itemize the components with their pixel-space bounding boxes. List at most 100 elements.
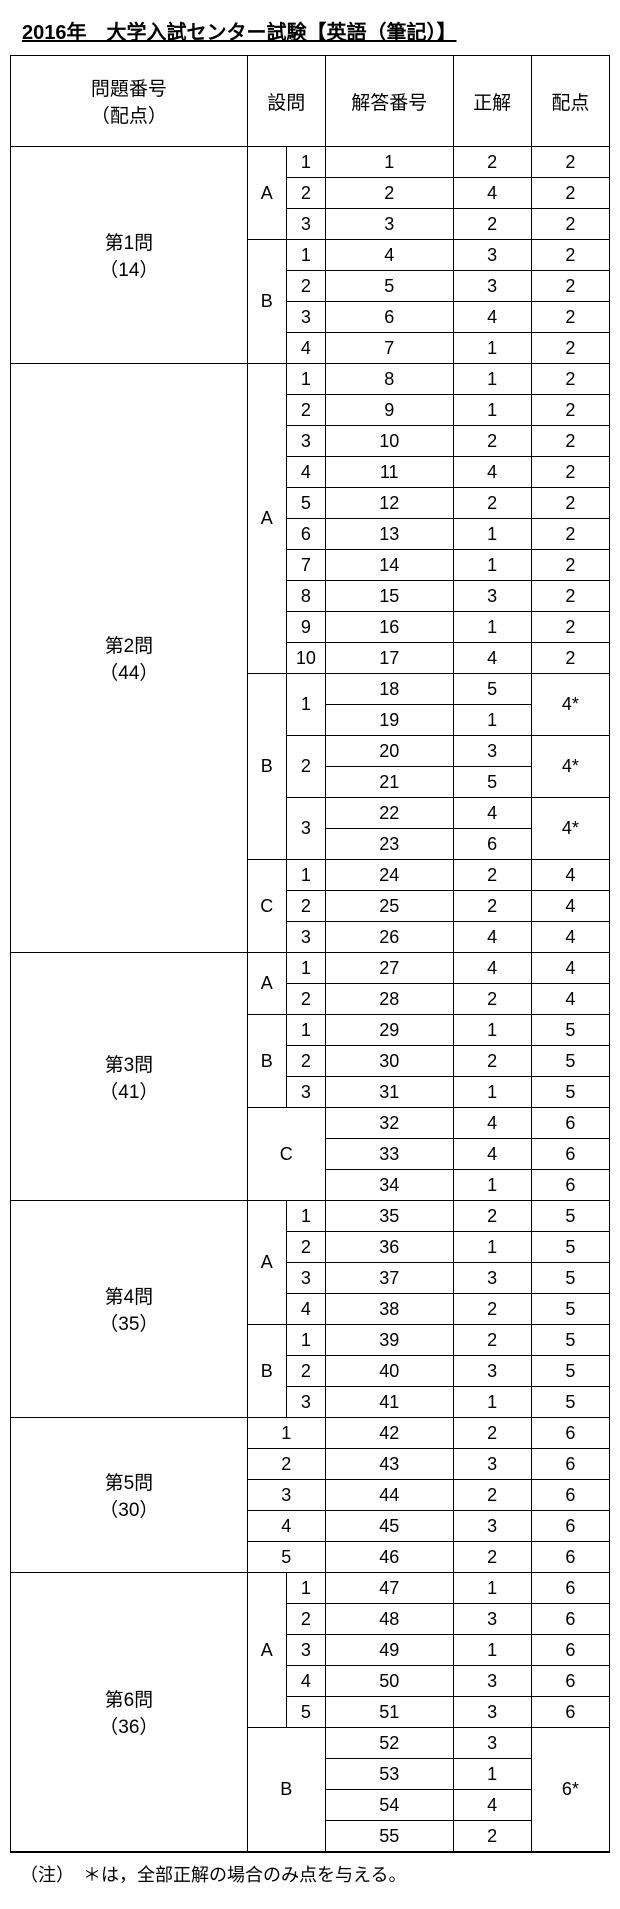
- cell: B: [247, 674, 286, 860]
- cell: 4: [531, 984, 609, 1015]
- cell: 6: [531, 1139, 609, 1170]
- cell: 3: [286, 1077, 325, 1108]
- cell: 38: [325, 1294, 453, 1325]
- cell: C: [247, 860, 286, 953]
- cell: 4*: [531, 736, 609, 798]
- cell: 1: [286, 860, 325, 891]
- cell: 2: [453, 147, 531, 178]
- cell: 1: [286, 364, 325, 395]
- cell: 2: [531, 178, 609, 209]
- cell: 5: [531, 1077, 609, 1108]
- cell: 1: [453, 1573, 531, 1604]
- cell: 4: [531, 953, 609, 984]
- cell: 1: [453, 550, 531, 581]
- cell: 2: [286, 736, 325, 798]
- cell: 3: [286, 302, 325, 333]
- cell: 5: [453, 767, 531, 798]
- cell: 1: [453, 1759, 531, 1790]
- cell: 4: [247, 1511, 325, 1542]
- cell: 2: [531, 364, 609, 395]
- cell: 3: [453, 1511, 531, 1542]
- cell: 2: [453, 891, 531, 922]
- cell: 23: [325, 829, 453, 860]
- cell: 4: [453, 1139, 531, 1170]
- cell: 3: [453, 1356, 531, 1387]
- cell: 4: [325, 240, 453, 271]
- cell: 33: [325, 1139, 453, 1170]
- cell: 49: [325, 1635, 453, 1666]
- cell: 9: [286, 612, 325, 643]
- cell: 28: [325, 984, 453, 1015]
- cell: 1: [286, 1201, 325, 1232]
- cell: 2: [286, 1604, 325, 1635]
- cell: 2: [286, 271, 325, 302]
- cell: A: [247, 147, 286, 240]
- cell: 4*: [531, 798, 609, 860]
- cell: 1: [453, 395, 531, 426]
- cell: C: [247, 1108, 325, 1201]
- cell: 3: [453, 1666, 531, 1697]
- cell: 2: [531, 612, 609, 643]
- cell: 4: [531, 860, 609, 891]
- cell: 5: [531, 1232, 609, 1263]
- cell: 6*: [531, 1728, 609, 1852]
- cell: 2: [286, 395, 325, 426]
- cell: 5: [531, 1294, 609, 1325]
- cell: 2: [531, 550, 609, 581]
- cell: 4: [286, 457, 325, 488]
- cell: 48: [325, 1604, 453, 1635]
- cell: 4: [453, 178, 531, 209]
- cell: 42: [325, 1418, 453, 1449]
- cell: 36: [325, 1232, 453, 1263]
- cell: 2: [453, 1046, 531, 1077]
- cell: 29: [325, 1015, 453, 1046]
- cell: 5: [531, 1015, 609, 1046]
- cell: 2: [531, 240, 609, 271]
- cell: 1: [286, 1015, 325, 1046]
- cell: 2: [531, 581, 609, 612]
- cell: 4: [531, 891, 609, 922]
- cell: 53: [325, 1759, 453, 1790]
- cell: 5: [531, 1356, 609, 1387]
- cell: 8: [325, 364, 453, 395]
- footnote: （注） ＊は，全部正解の場合のみ点を与える。: [10, 1852, 610, 1895]
- cell: 6: [531, 1666, 609, 1697]
- cell: 27: [325, 953, 453, 984]
- cell: 6: [531, 1604, 609, 1635]
- cell: 6: [531, 1542, 609, 1573]
- cell: 4: [453, 798, 531, 829]
- cell: 2: [453, 1294, 531, 1325]
- cell: 10: [286, 643, 325, 674]
- cell: 2: [453, 426, 531, 457]
- cell: 4: [453, 922, 531, 953]
- cell: 3: [453, 581, 531, 612]
- cell: 第4問（35）: [11, 1201, 248, 1418]
- cell: 4: [286, 333, 325, 364]
- cell: 2: [531, 271, 609, 302]
- cell: 6: [286, 519, 325, 550]
- cell: 15: [325, 581, 453, 612]
- cell: 6: [453, 829, 531, 860]
- cell: 45: [325, 1511, 453, 1542]
- cell: 3: [286, 798, 325, 860]
- cell: 8: [286, 581, 325, 612]
- cell: 12: [325, 488, 453, 519]
- cell: A: [247, 953, 286, 1015]
- cell: 第3問（41）: [11, 953, 248, 1201]
- cell: 30: [325, 1046, 453, 1077]
- cell: 1: [453, 1232, 531, 1263]
- cell: 2: [531, 426, 609, 457]
- cell: B: [247, 240, 286, 364]
- cell: 6: [531, 1108, 609, 1139]
- cell: 2: [286, 1232, 325, 1263]
- cell: 3: [247, 1480, 325, 1511]
- cell: 39: [325, 1325, 453, 1356]
- cell: 5: [325, 271, 453, 302]
- cell: 51: [325, 1697, 453, 1728]
- cell: 35: [325, 1201, 453, 1232]
- cell: 44: [325, 1480, 453, 1511]
- cell: 5: [531, 1201, 609, 1232]
- cell: 3: [286, 1635, 325, 1666]
- cell: 3: [286, 1263, 325, 1294]
- cell: 1: [453, 705, 531, 736]
